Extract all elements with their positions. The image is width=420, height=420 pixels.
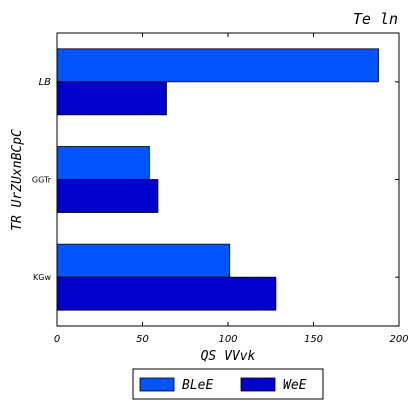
- x-tick-label: 150: [304, 334, 323, 345]
- bar-kgw-wee: [56, 276, 277, 311]
- bar-kgw-blee: [56, 243, 231, 278]
- chart-title: Te ln: [353, 10, 398, 28]
- x-tick-label: 50: [136, 334, 149, 345]
- bar-ggtr-wee: [56, 179, 159, 213]
- y-tick-label: GGTr: [32, 176, 52, 185]
- x-tick-label: 200: [389, 334, 408, 345]
- legend: BLeE WeE: [132, 368, 324, 400]
- x-tick-label: 0: [54, 334, 60, 345]
- legend-label-series-1: BLeE: [182, 378, 213, 393]
- y-tick-label: LB: [39, 77, 52, 88]
- legend-swatch-series-1: [139, 377, 175, 392]
- bar-lb-wee: [56, 81, 167, 116]
- bars-layer: [56, 48, 379, 311]
- bar-ggtr-blee: [56, 146, 150, 180]
- legend-label-series-2: WeE: [283, 378, 307, 393]
- x-axis-label: QS VVvk: [201, 349, 256, 364]
- y-axis-label: TR UrZUxnBCpC: [10, 129, 25, 231]
- ticks-layer: LB GGTr KGw 0 50 100 150 200: [32, 33, 409, 345]
- y-tick-label: KGw: [33, 273, 51, 282]
- bar-lb-blee: [56, 48, 379, 83]
- x-tick-label: 100: [218, 334, 237, 345]
- legend-swatch-series-2: [240, 377, 276, 392]
